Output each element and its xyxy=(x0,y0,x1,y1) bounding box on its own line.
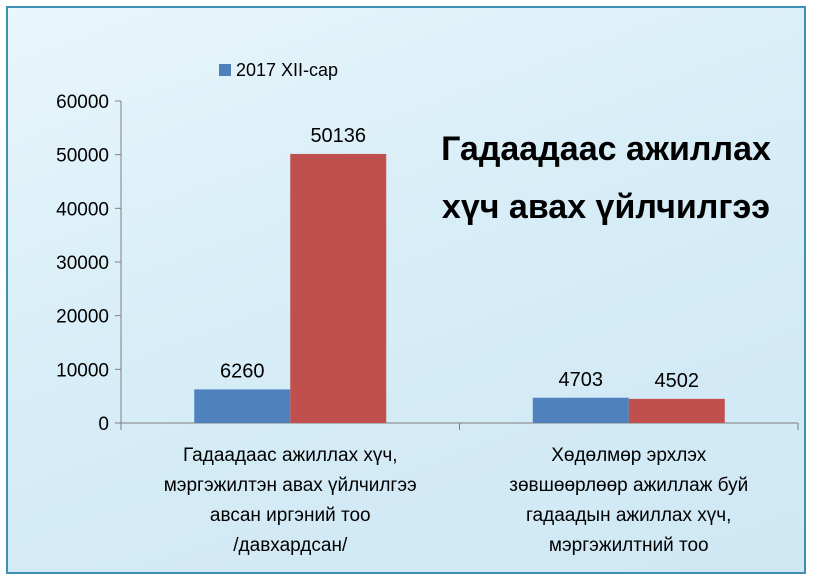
y-tick-label: 60000 xyxy=(56,92,109,113)
bar xyxy=(628,398,725,423)
data-label: 4703 xyxy=(559,369,604,391)
data-label: 4502 xyxy=(655,370,700,392)
chart-frame: 0 10000 20000 30000 40000 50000 60000 6260 5013… xyxy=(6,6,806,574)
bar xyxy=(290,153,387,423)
y-tick-label: 20000 xyxy=(56,307,109,328)
category-label-line: авсан иргэний тоо xyxy=(210,505,371,526)
data-label: 6260 xyxy=(220,360,265,382)
y-tick-label: 50000 xyxy=(56,146,109,167)
category-label-line: Хөдөлмөр эрхлэх xyxy=(551,445,707,466)
y-tick-label: 0 xyxy=(98,414,109,435)
category-label-line: Гадаадаас ажиллах хүч, xyxy=(183,445,398,466)
data-labels: 6260 50136 4703 4502 xyxy=(220,125,699,392)
legend: 2017 XII-сар xyxy=(219,60,338,80)
chart-title-line: Гадаадаас ажиллах xyxy=(441,130,771,168)
axes: 0 10000 20000 30000 40000 50000 60000 xyxy=(56,92,799,435)
legend-swatch xyxy=(219,64,231,76)
category-label-line: /давхардсан/ xyxy=(233,535,348,556)
category-label-line: зөвшөөрлөөр ажиллаж буй xyxy=(509,475,748,496)
category-labels: Гадаадаас ажиллах хүч, мэргэжилтэн авах ү… xyxy=(164,445,748,556)
data-label: 50136 xyxy=(310,125,366,147)
y-tick-label: 30000 xyxy=(56,253,109,274)
category-label-line: мэргэжилтэн авах үйлчилгээ xyxy=(164,475,417,496)
bars xyxy=(194,153,725,423)
y-tick-label: 40000 xyxy=(56,199,109,220)
category-label-line: мэргэжилтний тоо xyxy=(549,535,709,556)
chart-title: Гадаадаас ажиллах хүч авах үйлчилгээ xyxy=(441,130,771,226)
bar-chart: 0 10000 20000 30000 40000 50000 60000 6260 5013… xyxy=(56,60,799,556)
legend-label: 2017 XII-сар xyxy=(236,60,338,80)
category-label-line: гадаадын ажиллах хүч, xyxy=(526,505,731,526)
bar xyxy=(194,389,291,423)
bar xyxy=(532,397,629,423)
chart-title-line: хүч авах үйлчилгээ xyxy=(442,188,770,226)
y-tick-label: 10000 xyxy=(56,360,109,381)
